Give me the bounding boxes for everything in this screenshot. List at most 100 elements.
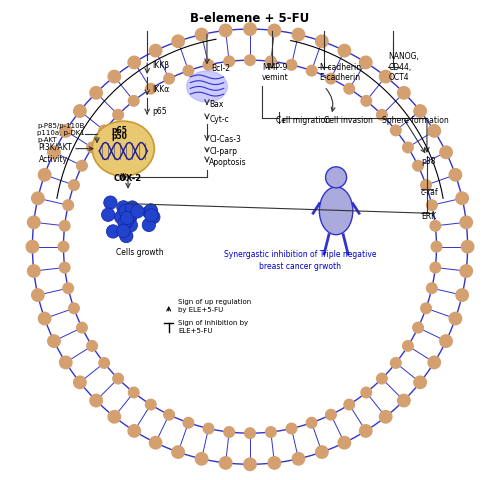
Circle shape — [224, 57, 234, 68]
Circle shape — [32, 192, 44, 205]
Circle shape — [224, 427, 234, 437]
Circle shape — [48, 335, 60, 348]
Circle shape — [426, 201, 437, 211]
Circle shape — [428, 125, 440, 138]
Circle shape — [58, 242, 69, 252]
Text: c-raf: c-raf — [420, 188, 438, 197]
Text: Sphere formation: Sphere formation — [382, 116, 448, 125]
Circle shape — [63, 283, 74, 294]
Circle shape — [203, 423, 214, 434]
Circle shape — [196, 29, 208, 42]
Circle shape — [87, 341, 98, 351]
Circle shape — [38, 312, 51, 325]
Text: Cells growth: Cells growth — [116, 247, 164, 256]
Circle shape — [150, 437, 162, 449]
Circle shape — [150, 45, 162, 58]
Circle shape — [292, 453, 304, 465]
Circle shape — [113, 373, 124, 384]
Circle shape — [338, 45, 350, 58]
Text: Bax: Bax — [210, 99, 224, 108]
Circle shape — [449, 312, 462, 325]
Circle shape — [108, 411, 120, 423]
Circle shape — [398, 87, 410, 100]
Circle shape — [344, 84, 354, 95]
Circle shape — [266, 57, 276, 68]
Circle shape — [114, 211, 128, 225]
Circle shape — [326, 168, 346, 189]
Circle shape — [456, 289, 468, 302]
Circle shape — [146, 399, 156, 410]
Circle shape — [106, 225, 120, 239]
Text: p38: p38 — [421, 156, 436, 166]
Circle shape — [90, 87, 102, 100]
Circle shape — [421, 303, 432, 314]
Circle shape — [38, 169, 51, 181]
Circle shape — [292, 29, 304, 42]
Circle shape — [244, 24, 256, 36]
Circle shape — [144, 204, 158, 218]
Circle shape — [316, 36, 328, 48]
Circle shape — [26, 241, 38, 253]
Circle shape — [68, 303, 79, 314]
Circle shape — [116, 225, 130, 238]
Circle shape — [32, 289, 44, 302]
Circle shape — [142, 219, 156, 232]
Circle shape — [126, 202, 139, 215]
Ellipse shape — [92, 122, 154, 177]
Circle shape — [286, 60, 297, 71]
Circle shape — [99, 126, 110, 136]
Circle shape — [87, 143, 98, 154]
Circle shape — [146, 211, 160, 224]
Circle shape — [203, 60, 214, 71]
Text: p50: p50 — [112, 132, 127, 141]
Circle shape — [99, 358, 110, 369]
Circle shape — [338, 437, 350, 449]
Circle shape — [220, 25, 232, 37]
Circle shape — [102, 209, 115, 222]
Circle shape — [344, 399, 354, 410]
Circle shape — [402, 341, 413, 351]
Circle shape — [413, 323, 424, 333]
Circle shape — [361, 387, 372, 398]
Circle shape — [48, 147, 60, 159]
Circle shape — [440, 147, 452, 159]
Circle shape — [128, 387, 139, 398]
Text: Synergastic inhibition of Triple negative
breast cancer grwoth: Synergastic inhibition of Triple negativ… — [224, 250, 376, 271]
Circle shape — [68, 180, 79, 191]
Circle shape — [119, 205, 132, 218]
Circle shape — [64, 61, 436, 433]
Circle shape — [306, 66, 317, 77]
Circle shape — [306, 418, 317, 428]
Circle shape — [60, 125, 72, 138]
Circle shape — [266, 427, 276, 437]
Text: p-AKT: p-AKT — [37, 137, 57, 143]
Circle shape — [76, 323, 87, 333]
Text: Cell invasion: Cell invasion — [324, 116, 373, 125]
Circle shape — [380, 71, 392, 84]
Circle shape — [104, 196, 117, 210]
Circle shape — [28, 216, 40, 229]
Text: Sign of inhibition by
ELE+5-FU: Sign of inhibition by ELE+5-FU — [178, 319, 248, 334]
Circle shape — [428, 357, 440, 369]
Circle shape — [244, 56, 256, 66]
Circle shape — [120, 230, 133, 243]
Circle shape — [361, 96, 372, 107]
Circle shape — [60, 357, 72, 369]
Circle shape — [146, 84, 156, 95]
Circle shape — [390, 126, 401, 136]
Text: p65: p65 — [152, 107, 166, 116]
Circle shape — [380, 411, 392, 423]
Text: PI3K/AKT
Activity: PI3K/AKT Activity — [38, 143, 72, 163]
Text: p110a, p-DK1: p110a, p-DK1 — [37, 130, 85, 136]
Circle shape — [120, 212, 134, 225]
Circle shape — [108, 71, 120, 84]
Circle shape — [430, 263, 440, 273]
Circle shape — [196, 453, 208, 465]
Circle shape — [414, 376, 426, 389]
Circle shape — [326, 409, 336, 420]
Circle shape — [413, 161, 424, 172]
Circle shape — [120, 215, 134, 228]
Circle shape — [376, 373, 387, 384]
Circle shape — [421, 180, 432, 191]
Circle shape — [360, 57, 372, 70]
